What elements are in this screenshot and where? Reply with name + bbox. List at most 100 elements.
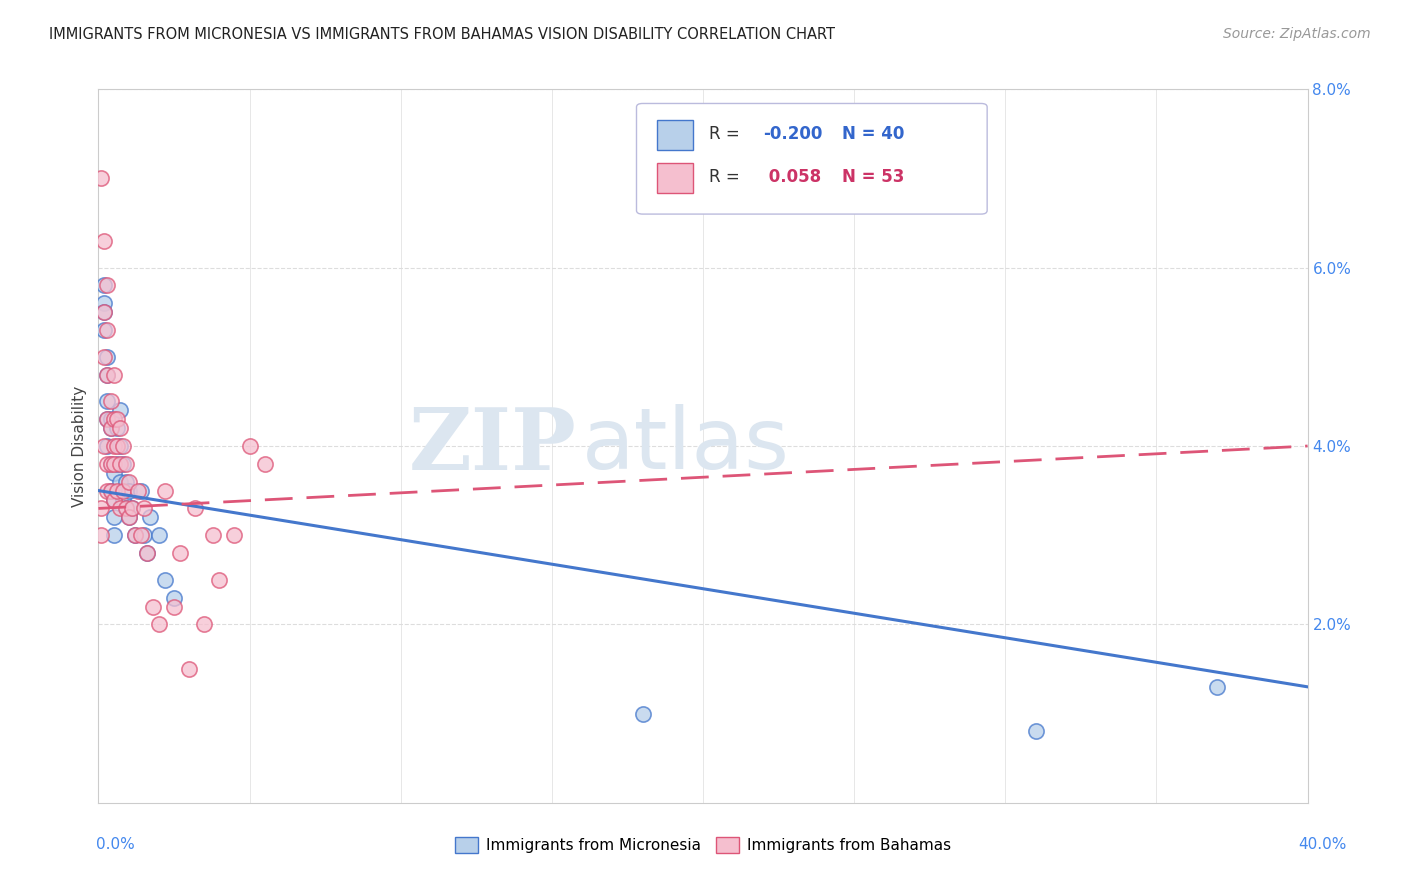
Point [108, 439, 131, 453]
Point [103, 466, 125, 480]
Text: 0.0%: 0.0% [96, 837, 135, 852]
Point [90, 501, 112, 516]
Point [179, 662, 201, 676]
Point [103, 510, 125, 524]
Text: atlas: atlas [582, 404, 790, 488]
Point [100, 394, 122, 409]
Point [169, 546, 191, 560]
Point [127, 483, 149, 498]
Point [118, 483, 141, 498]
Point [202, 528, 225, 542]
Point [111, 483, 134, 498]
Point [118, 510, 141, 524]
Point [111, 439, 134, 453]
Point [96, 368, 118, 382]
Point [124, 528, 146, 542]
Point [118, 510, 141, 524]
Point [100, 421, 122, 435]
Point [103, 439, 125, 453]
Point [135, 546, 157, 560]
Point [111, 492, 134, 507]
Point [93, 296, 115, 310]
Point [132, 501, 155, 516]
Point [208, 573, 231, 587]
Point [100, 483, 122, 498]
Text: ZIP: ZIP [408, 404, 576, 488]
Text: -0.200: -0.200 [763, 125, 823, 143]
Point [111, 457, 134, 471]
Point [96, 368, 118, 382]
Point [93, 305, 115, 319]
Point [93, 278, 115, 293]
Point [103, 457, 125, 471]
Text: 0.058: 0.058 [763, 168, 821, 186]
Point [96, 457, 118, 471]
Point [139, 510, 162, 524]
Point [124, 528, 146, 542]
Point [153, 573, 176, 587]
Point [142, 599, 165, 614]
Point [108, 475, 131, 489]
FancyBboxPatch shape [637, 103, 987, 214]
Point [96, 412, 118, 426]
Point [100, 483, 122, 498]
Point [153, 483, 176, 498]
Point [129, 483, 152, 498]
Point [103, 492, 125, 507]
Text: R =: R = [709, 168, 745, 186]
Point [239, 439, 262, 453]
Point [105, 412, 128, 426]
Point [118, 475, 141, 489]
Point [163, 599, 186, 614]
Point [103, 412, 125, 426]
Point [148, 528, 170, 542]
Point [105, 439, 128, 453]
Point [108, 457, 131, 471]
Text: N = 53: N = 53 [842, 168, 904, 186]
Point [96, 394, 118, 409]
Point [253, 457, 276, 471]
Point [114, 501, 136, 516]
Point [132, 528, 155, 542]
FancyBboxPatch shape [657, 162, 693, 193]
Text: N = 40: N = 40 [842, 125, 904, 143]
Point [121, 501, 143, 516]
Y-axis label: Vision Disability: Vision Disability [72, 385, 87, 507]
Point [93, 323, 115, 337]
Point [93, 439, 115, 453]
Point [184, 501, 207, 516]
Point [103, 492, 125, 507]
Point [96, 412, 118, 426]
Text: Source: ZipAtlas.com: Source: ZipAtlas.com [1223, 27, 1371, 41]
Point [135, 546, 157, 560]
Point [108, 501, 131, 516]
Point [93, 350, 115, 364]
Point [129, 528, 152, 542]
Point [100, 457, 122, 471]
Text: IMMIGRANTS FROM MICRONESIA VS IMMIGRANTS FROM BAHAMAS VISION DISABILITY CORRELAT: IMMIGRANTS FROM MICRONESIA VS IMMIGRANTS… [49, 27, 835, 42]
FancyBboxPatch shape [657, 120, 693, 150]
Point [121, 501, 143, 516]
Point [193, 617, 215, 632]
Point [90, 171, 112, 186]
Text: R =: R = [709, 125, 745, 143]
Point [148, 617, 170, 632]
Legend: Immigrants from Micronesia, Immigrants from Bahamas: Immigrants from Micronesia, Immigrants f… [449, 831, 957, 859]
Point [108, 403, 131, 417]
Point [114, 457, 136, 471]
Point [631, 706, 654, 721]
Point [90, 528, 112, 542]
Point [114, 475, 136, 489]
Point [114, 501, 136, 516]
Point [96, 350, 118, 364]
Point [103, 528, 125, 542]
Point [100, 412, 122, 426]
Point [105, 457, 128, 471]
Point [96, 483, 118, 498]
Point [1206, 680, 1229, 694]
Point [105, 483, 128, 498]
Text: 40.0%: 40.0% [1299, 837, 1347, 852]
Point [96, 323, 118, 337]
Point [108, 421, 131, 435]
Point [93, 305, 115, 319]
